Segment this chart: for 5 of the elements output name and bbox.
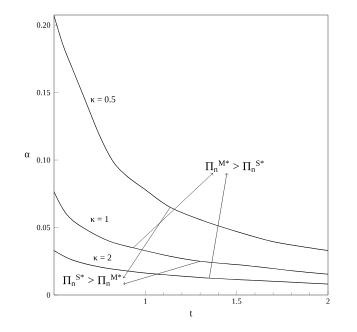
series-label: κ = 2 bbox=[93, 254, 112, 260]
y-axis-title: α bbox=[24, 152, 30, 158]
series-label: κ = 0.5 bbox=[90, 96, 116, 102]
series-label: κ = 1 bbox=[90, 216, 108, 222]
x-axis-title: t bbox=[190, 310, 192, 316]
